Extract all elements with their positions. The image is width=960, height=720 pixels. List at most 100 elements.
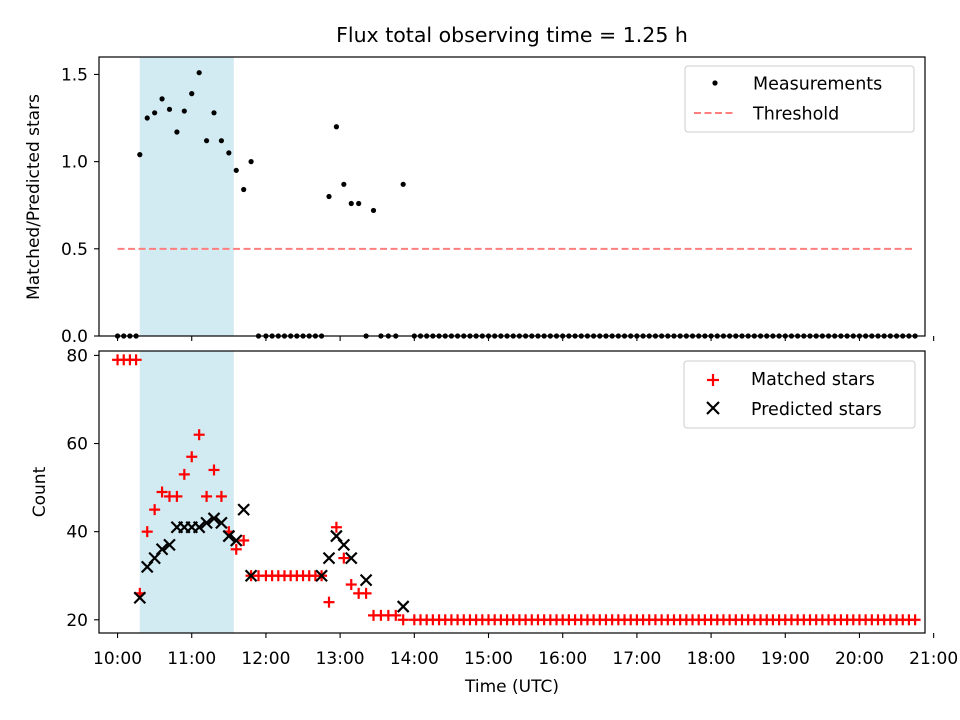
count-x-axis: 10:00 11:00 12:00 13:00 14:00 15:00 16:00 17:00… bbox=[93, 633, 958, 669]
matched-star-point bbox=[238, 534, 250, 546]
matched-star-point bbox=[130, 354, 142, 366]
ratio-x-axis bbox=[116, 336, 935, 341]
measurement-point bbox=[370, 207, 377, 214]
count-highlight-band bbox=[139, 351, 234, 633]
matched-star-point bbox=[156, 486, 168, 498]
count-plot-frame bbox=[98, 350, 926, 634]
ratio-legend: Measurements Threshold bbox=[684, 65, 915, 133]
ratio-panel: 0.0 0.5 1.0 1.5 Matched/Predicted stars Mea… bbox=[24, 56, 935, 347]
x-tick-label: 10:00 bbox=[93, 649, 142, 669]
ratio-legend-box bbox=[684, 65, 915, 133]
matched-star-point bbox=[193, 429, 205, 441]
measurement-point bbox=[203, 138, 210, 144]
x-tick-label: 21:00 bbox=[909, 649, 958, 669]
matched-star-point bbox=[330, 521, 342, 533]
measurement-point bbox=[166, 106, 173, 112]
measurement-point bbox=[137, 152, 143, 158]
x-tick-label: 17:00 bbox=[612, 649, 661, 669]
measurement-point bbox=[144, 115, 150, 121]
matched-star-point bbox=[338, 552, 350, 564]
matched-star-point bbox=[201, 490, 213, 502]
x-tick-label: 19:00 bbox=[761, 649, 810, 669]
predicted-star-point bbox=[207, 512, 221, 525]
predicted-star-point bbox=[337, 538, 351, 552]
matched-star-point bbox=[149, 504, 161, 516]
predicted-star-point bbox=[163, 538, 176, 552]
x-tick-label: 20:00 bbox=[835, 649, 884, 669]
ratio-y-label: Matched/Predicted stars bbox=[24, 94, 44, 300]
predicted-star-point bbox=[133, 591, 147, 605]
x-tick-label: 13:00 bbox=[316, 649, 365, 669]
matched-star-point bbox=[345, 579, 357, 591]
matched-star-point bbox=[215, 490, 227, 502]
measurement-point bbox=[218, 138, 225, 144]
matched-star-point bbox=[186, 451, 198, 463]
count-y-tick-label: 40 bbox=[66, 523, 88, 543]
x-tick-label: 16:00 bbox=[538, 649, 587, 669]
measurement-point bbox=[181, 108, 187, 114]
measurement-point bbox=[189, 91, 195, 97]
measurement-point bbox=[152, 110, 158, 116]
matched-star-point bbox=[909, 614, 921, 626]
count-y-tick-label: 20 bbox=[66, 611, 88, 631]
ratio-y-axis: 0.0 0.5 1.0 1.5 bbox=[61, 65, 99, 347]
legend-predicted-marker bbox=[706, 401, 720, 415]
predicted-star-point bbox=[229, 534, 243, 547]
ratio-y-tick-label: 0.5 bbox=[61, 240, 88, 260]
x-tick-label: 11:00 bbox=[167, 649, 216, 669]
measurement-point bbox=[341, 181, 347, 187]
count-y-label: Count bbox=[30, 466, 50, 517]
chart-title: Flux total observing time = 1.25 h bbox=[336, 23, 688, 47]
predicted-star-point bbox=[215, 516, 228, 530]
x-tick-label: 18:00 bbox=[687, 649, 736, 669]
measurement-point bbox=[226, 150, 232, 156]
count-y-axis: 20 40 60 80 bbox=[66, 346, 99, 631]
predicted-star-point bbox=[322, 551, 336, 565]
measurement-point bbox=[233, 167, 239, 173]
measurement-point bbox=[356, 200, 362, 207]
predicted-star-point bbox=[200, 516, 213, 530]
ratio-y-tick-label: 0.0 bbox=[61, 327, 88, 347]
predicted-star-point bbox=[192, 520, 206, 534]
legend-matched-marker bbox=[707, 374, 719, 386]
matched-star-point bbox=[178, 468, 190, 480]
predicted-star-point bbox=[344, 551, 358, 565]
matched-star-point bbox=[171, 490, 183, 502]
matched-star-point bbox=[323, 596, 335, 608]
matched-star-point bbox=[141, 526, 153, 538]
count-legend-box bbox=[683, 360, 916, 429]
ratio-y-tick-label: 1.0 bbox=[61, 153, 88, 173]
measurement-point bbox=[241, 186, 247, 193]
matched-star-point bbox=[360, 587, 372, 599]
measurement-point bbox=[326, 193, 332, 200]
measurement-point bbox=[211, 110, 217, 116]
legend-matched-label: Matched stars bbox=[751, 370, 875, 390]
measurement-point bbox=[196, 70, 202, 76]
measurement-point bbox=[333, 124, 340, 130]
legend-measurements-label: Measurements bbox=[753, 75, 882, 95]
measurement-point bbox=[248, 159, 254, 165]
legend-predicted-label: Predicted stars bbox=[751, 400, 882, 420]
matched-star-point bbox=[397, 614, 409, 626]
predicted-star-point bbox=[237, 503, 250, 516]
measurement-point bbox=[400, 181, 406, 187]
ratio-highlight-band bbox=[139, 57, 234, 336]
matched-star-point bbox=[230, 543, 242, 555]
matched-star-point bbox=[208, 464, 220, 476]
predicted-star-point bbox=[222, 529, 236, 543]
legend-measurements-marker bbox=[712, 80, 718, 86]
predicted-star-point bbox=[396, 600, 410, 613]
count-y-tick-label: 60 bbox=[66, 435, 88, 455]
predicted-star-point bbox=[155, 543, 169, 556]
predicted-star-point bbox=[315, 569, 328, 582]
x-tick-label: 14:00 bbox=[390, 649, 439, 669]
matched-star-point bbox=[390, 609, 402, 621]
ratio-plot-frame bbox=[98, 56, 926, 337]
legend-threshold-label: Threshold bbox=[752, 105, 839, 125]
x-tick-label: 12:00 bbox=[241, 649, 290, 669]
measurement-point bbox=[159, 96, 165, 102]
ratio-y-tick-label: 1.5 bbox=[61, 65, 88, 85]
predicted-star-point bbox=[359, 573, 373, 587]
